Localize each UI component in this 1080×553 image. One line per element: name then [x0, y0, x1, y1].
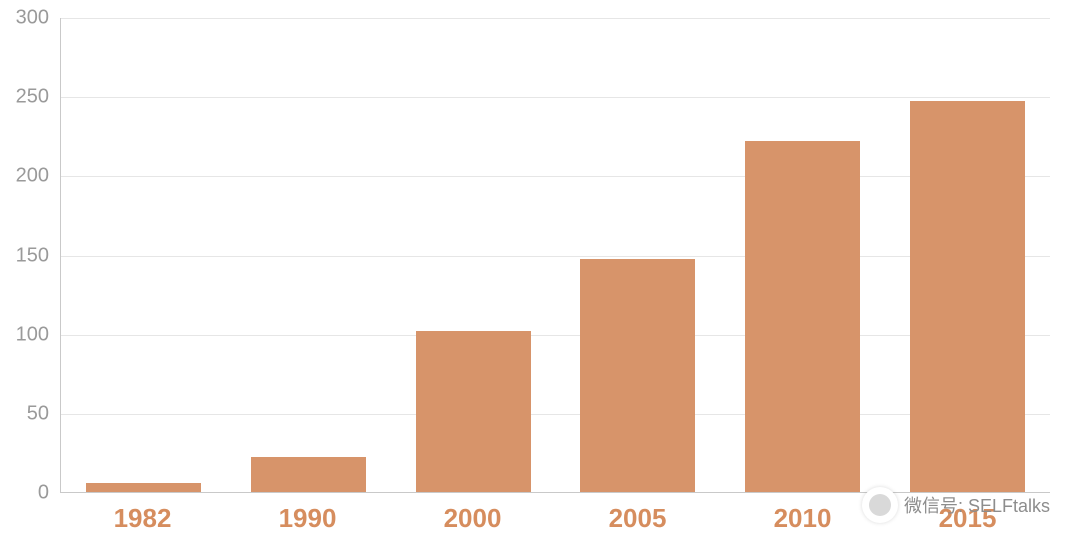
- y-tick-label: 0: [38, 482, 49, 505]
- bar: [251, 457, 366, 492]
- y-tick-label: 150: [16, 244, 49, 267]
- x-axis-labels: 1982 1990 2000 2005 2010 2015: [60, 503, 1050, 534]
- bars-container: [61, 18, 1050, 492]
- bar-chart: 0501001502002503001982199020002005201020…: [0, 0, 1080, 553]
- bar: [910, 101, 1025, 492]
- bar: [745, 141, 860, 493]
- bar: [86, 483, 201, 493]
- bar: [416, 331, 531, 493]
- bar: [580, 259, 695, 492]
- y-tick-label: 50: [27, 402, 49, 425]
- x-tick-label: 2005: [580, 503, 695, 534]
- x-tick-label: 2010: [745, 503, 860, 534]
- plot-area: 050100150200250300: [60, 18, 1050, 493]
- x-tick-label: 1982: [85, 503, 200, 534]
- y-tick-label: 250: [16, 86, 49, 109]
- y-tick-label: 300: [16, 7, 49, 30]
- y-tick-label: 100: [16, 323, 49, 346]
- x-tick-label: 2015: [910, 503, 1025, 534]
- x-tick-label: 2000: [415, 503, 530, 534]
- x-tick-label: 1990: [250, 503, 365, 534]
- y-tick-label: 200: [16, 165, 49, 188]
